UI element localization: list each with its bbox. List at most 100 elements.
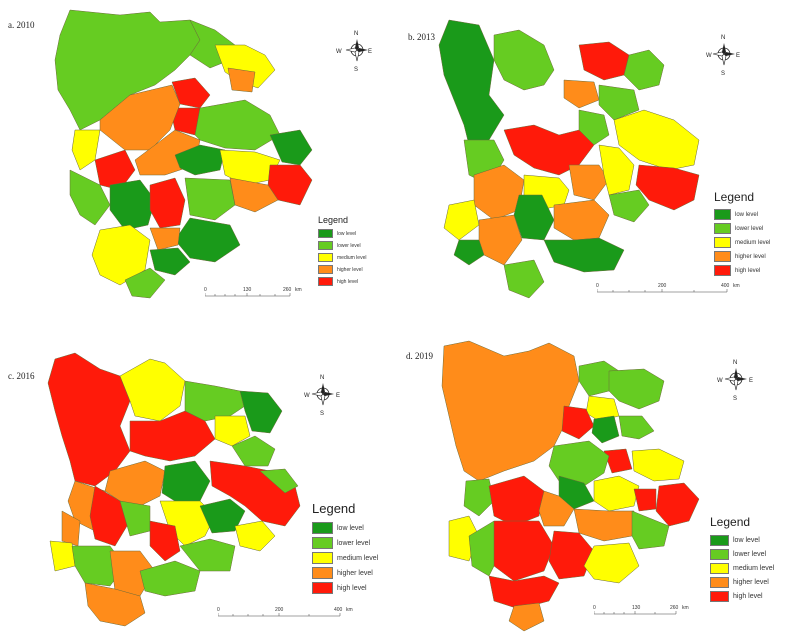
region	[184, 177, 236, 221]
legend-label: high level	[337, 584, 367, 592]
region	[214, 415, 251, 447]
compass-east-label: E	[749, 378, 753, 384]
compass-south-label: S	[721, 71, 725, 77]
region	[234, 520, 276, 552]
region	[618, 415, 655, 440]
region	[269, 129, 313, 166]
region	[174, 144, 226, 176]
compass-east-label: E	[336, 393, 340, 399]
region	[488, 575, 560, 610]
legend-item-low: low level	[318, 229, 366, 238]
scale-label: 400	[721, 283, 730, 289]
map-panel-2016: c. 2016	[0, 321, 394, 641]
region	[199, 498, 246, 534]
region	[214, 44, 276, 89]
scale-bar: 0 200 400 km	[217, 607, 368, 621]
choropleth-map-2019: N S E W	[441, 340, 753, 632]
legend-item-high: high level	[312, 582, 378, 594]
region	[239, 390, 283, 434]
legend-item-higher: higher level	[318, 265, 366, 274]
scale-bar: 0 200 400 km	[596, 283, 747, 297]
legend-item-medium: medium level	[710, 563, 774, 574]
region	[573, 508, 635, 542]
region	[508, 602, 545, 632]
map-panel-2013: b. 2013 N S	[394, 0, 788, 320]
legend-swatch	[714, 209, 731, 220]
compass-rose-icon	[311, 382, 335, 406]
compass-south-label: S	[733, 396, 737, 402]
region	[129, 410, 216, 462]
scale-label: 200	[275, 607, 284, 613]
compass-west-label: W	[304, 393, 310, 399]
legend-label: low level	[337, 524, 364, 532]
compass-east-label: E	[368, 49, 372, 55]
region	[139, 560, 201, 597]
compass-rose-icon	[712, 42, 736, 66]
legend-swatch	[318, 277, 333, 286]
region	[558, 475, 595, 510]
region	[231, 435, 276, 467]
region	[179, 538, 236, 572]
region	[69, 169, 111, 226]
region	[174, 217, 241, 263]
legend-item-higher: higher level	[710, 577, 774, 588]
compass-west-label: W	[717, 378, 723, 384]
legend-label: low level	[735, 211, 759, 218]
legend-swatch	[714, 237, 731, 248]
region	[635, 164, 700, 211]
legend-title: Legend	[710, 515, 751, 529]
compass-west-label: W	[336, 49, 342, 55]
region	[49, 540, 76, 572]
region	[603, 448, 633, 474]
legend-title: Legend	[714, 190, 755, 204]
legend-swatch	[318, 253, 333, 262]
scale-label: km	[682, 605, 689, 611]
legend-label: medium level	[733, 565, 775, 572]
legend: Legend low level lower level medium leve…	[714, 190, 770, 276]
legend-item-high: high level	[318, 277, 366, 286]
region	[608, 189, 650, 223]
panel-label: d. 2019	[406, 351, 433, 361]
region	[54, 9, 201, 131]
compass-south-label: S	[354, 67, 358, 73]
legend-label: medium level	[735, 239, 771, 246]
legend-title: Legend	[312, 501, 356, 516]
region	[598, 84, 640, 121]
compass-north-label: N	[721, 35, 725, 41]
region	[149, 520, 181, 562]
compass-east-label: E	[736, 53, 740, 59]
region	[633, 488, 657, 512]
scale-label: 0	[596, 283, 599, 289]
legend-label: low level	[733, 537, 760, 544]
legend-title: Legend	[318, 215, 349, 225]
region	[119, 358, 186, 422]
region	[124, 267, 166, 299]
region	[184, 380, 246, 422]
region	[194, 99, 281, 151]
legend-item-high: high level	[710, 591, 774, 602]
legend-swatch	[710, 591, 729, 602]
region	[553, 199, 610, 241]
region	[538, 490, 575, 527]
scale-label: 130	[632, 605, 641, 611]
region	[149, 247, 191, 276]
compass-south-label: S	[320, 411, 324, 417]
legend-swatch	[312, 552, 333, 564]
legend-label: medium level	[337, 554, 379, 562]
region	[568, 164, 610, 201]
region	[84, 582, 146, 627]
legend-item-lower: lower level	[312, 537, 378, 549]
scale-label: 0	[593, 605, 596, 611]
region	[563, 79, 600, 109]
legend-swatch	[710, 535, 729, 546]
legend-label: lower level	[337, 539, 371, 547]
scale-label: km	[295, 287, 302, 293]
region	[548, 530, 595, 580]
panel-label: c. 2016	[8, 371, 35, 381]
scale-bar: 0 130 260 km	[204, 287, 302, 301]
region	[591, 415, 620, 444]
legend-swatch	[318, 229, 333, 238]
legend-item-lower: lower level	[710, 549, 774, 560]
region	[104, 460, 166, 507]
legend: Legend low level lower level medium leve…	[318, 215, 366, 286]
